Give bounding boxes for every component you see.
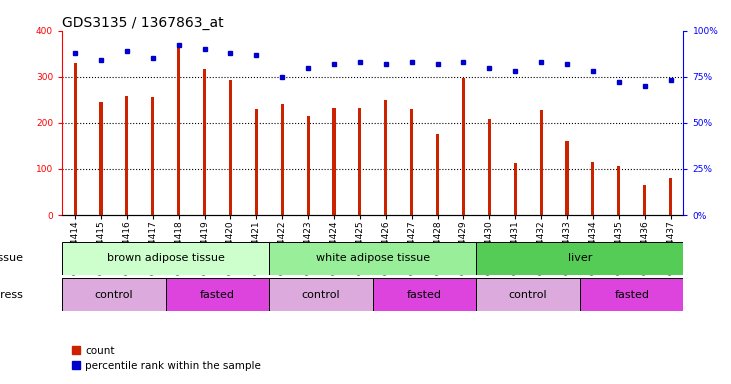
Text: brown adipose tissue: brown adipose tissue: [107, 253, 224, 263]
Bar: [643, 185, 646, 215]
Bar: [281, 104, 284, 215]
Bar: [306, 116, 310, 215]
Bar: [591, 162, 594, 215]
Legend: count, percentile rank within the sample: count, percentile rank within the sample: [67, 341, 265, 375]
Bar: [254, 109, 258, 215]
Bar: [229, 80, 232, 215]
Text: control: control: [509, 290, 548, 300]
Bar: [477, 278, 580, 311]
Bar: [203, 68, 206, 215]
Bar: [436, 134, 439, 215]
Text: white adipose tissue: white adipose tissue: [316, 253, 430, 263]
Bar: [539, 110, 542, 215]
Text: stress: stress: [0, 290, 23, 300]
Bar: [62, 278, 166, 311]
Bar: [617, 166, 621, 215]
Bar: [410, 109, 413, 215]
Bar: [269, 278, 373, 311]
Bar: [177, 47, 180, 215]
Bar: [99, 102, 102, 215]
Bar: [373, 278, 477, 311]
Bar: [566, 141, 569, 215]
Bar: [269, 242, 477, 275]
Bar: [477, 242, 683, 275]
Bar: [514, 163, 517, 215]
Text: fasted: fasted: [200, 290, 235, 300]
Text: GDS3135 / 1367863_at: GDS3135 / 1367863_at: [62, 16, 224, 30]
Text: liver: liver: [568, 253, 592, 263]
Bar: [580, 278, 683, 311]
Text: fasted: fasted: [407, 290, 442, 300]
Bar: [74, 63, 77, 215]
Bar: [333, 108, 336, 215]
Bar: [669, 178, 672, 215]
Bar: [125, 96, 129, 215]
Bar: [151, 97, 154, 215]
Text: control: control: [302, 290, 341, 300]
Text: tissue: tissue: [0, 253, 23, 263]
Bar: [488, 119, 491, 215]
Bar: [62, 242, 269, 275]
Bar: [358, 108, 361, 215]
Bar: [462, 78, 465, 215]
Bar: [166, 278, 269, 311]
Bar: [385, 100, 387, 215]
Text: control: control: [94, 290, 133, 300]
Text: fasted: fasted: [614, 290, 649, 300]
